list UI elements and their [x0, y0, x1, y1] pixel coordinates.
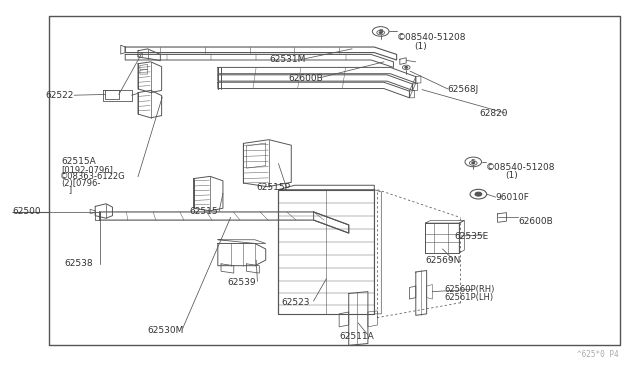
- Circle shape: [472, 162, 474, 164]
- Text: ©08540-51208: ©08540-51208: [486, 163, 556, 172]
- Text: S: S: [471, 160, 476, 164]
- Text: 62515A: 62515A: [61, 157, 96, 166]
- Text: 62820: 62820: [479, 109, 508, 118]
- Text: 62515P: 62515P: [256, 183, 290, 192]
- Text: ©08540-51208: ©08540-51208: [397, 33, 466, 42]
- Text: 62538: 62538: [65, 259, 93, 268]
- Text: 62560P(RH): 62560P(RH): [445, 285, 495, 294]
- Text: 62561P(LH): 62561P(LH): [445, 293, 493, 302]
- Text: 62522: 62522: [45, 91, 74, 100]
- Text: [0192-0796]: [0192-0796]: [61, 165, 113, 174]
- Text: 62600B: 62600B: [288, 74, 323, 83]
- Circle shape: [405, 67, 408, 68]
- Text: (1): (1): [505, 171, 518, 180]
- Text: ]: ]: [61, 185, 72, 194]
- Text: 62539: 62539: [227, 278, 256, 287]
- Text: (1): (1): [415, 42, 428, 51]
- Text: 62523: 62523: [282, 298, 310, 307]
- Text: 62568J: 62568J: [448, 85, 479, 94]
- Text: 62515: 62515: [189, 208, 218, 217]
- Circle shape: [475, 192, 481, 196]
- Text: 62569N: 62569N: [426, 256, 461, 264]
- Text: ©08363-6122G: ©08363-6122G: [60, 172, 125, 181]
- Text: 62535E: 62535E: [454, 231, 488, 241]
- Text: 62600B: 62600B: [518, 217, 553, 226]
- Text: ^625*0 P4: ^625*0 P4: [577, 350, 619, 359]
- Text: 62511A: 62511A: [339, 331, 374, 341]
- Circle shape: [380, 32, 382, 33]
- Text: 62531M: 62531M: [269, 55, 305, 64]
- Text: 96010F: 96010F: [495, 193, 529, 202]
- Text: S: S: [378, 29, 383, 34]
- Text: 62530M: 62530M: [148, 326, 184, 335]
- Text: (2)[0796-: (2)[0796-: [61, 179, 100, 188]
- Text: 62500: 62500: [12, 208, 41, 217]
